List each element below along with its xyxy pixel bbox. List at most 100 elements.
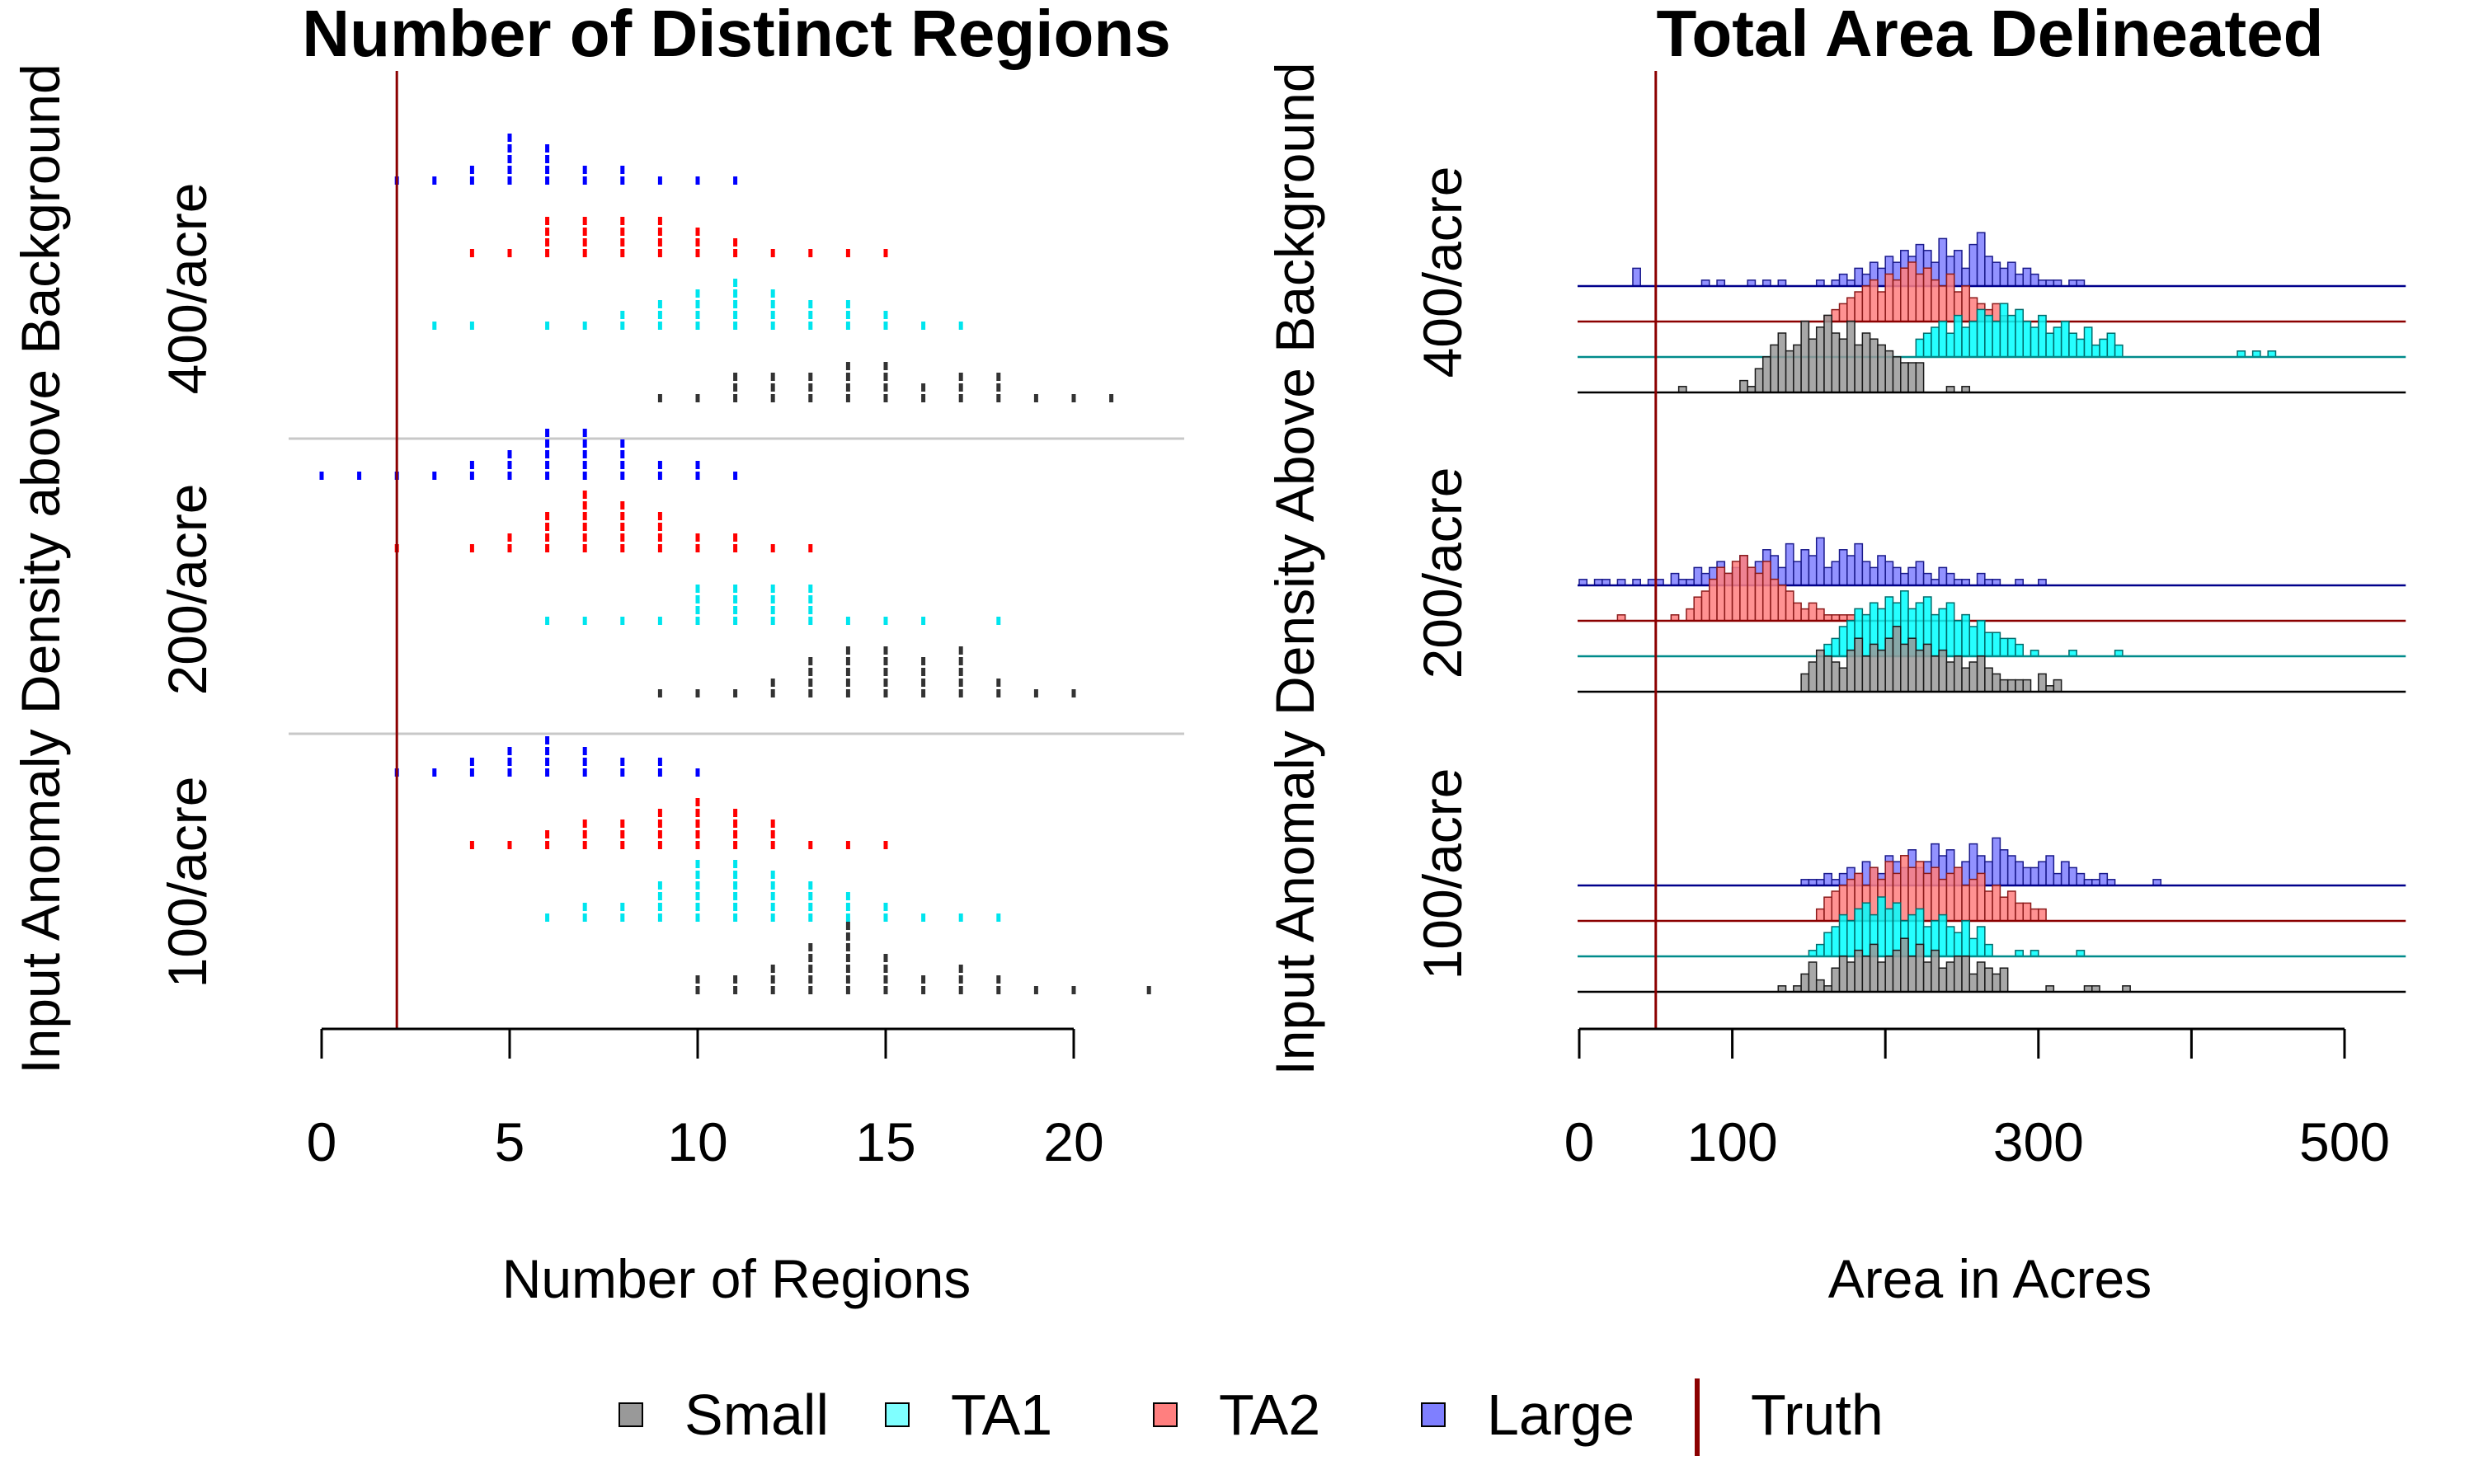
bar-ta2-400-6 <box>1869 279 1879 322</box>
dot-large-400-x7-1 <box>582 166 587 174</box>
dot-large-200-x8-2 <box>620 450 625 458</box>
bar-ta2-400-14 <box>1931 279 1940 322</box>
bar-ta1-400-23 <box>2091 344 2100 358</box>
bar-small-400-19 <box>1823 314 1832 393</box>
dot-ta1-100-x11-5 <box>733 860 738 868</box>
bar-small-200-25 <box>1992 673 2001 693</box>
dot-ta2-400-x8-0 <box>620 249 625 257</box>
bar-ta1-100-11 <box>1892 902 1902 957</box>
bar-ta1-400-9 <box>1984 314 1993 358</box>
dot-small-200-x16-0 <box>921 689 926 697</box>
dot-ta2-400-x6-2 <box>545 228 550 236</box>
bar-ta2-400-19 <box>1968 297 1978 322</box>
bar-large-100-36 <box>2076 872 2086 886</box>
dot-ta2-100-x12-0 <box>770 841 775 849</box>
bar-small-400-14 <box>1785 350 1794 393</box>
dot-small-200-x18-0 <box>996 689 1001 697</box>
dot-ta1-100-x12-0 <box>770 913 775 922</box>
dot-ta1-400-x10-1 <box>695 311 700 319</box>
dot-ta1-200-x8-0 <box>620 617 625 625</box>
dot-small-100-x20-0 <box>1071 986 1076 994</box>
right-group-label-100: 100/acre <box>1412 768 1473 980</box>
dot-small-200-x12-1 <box>770 679 775 687</box>
bar-small-400-12 <box>1770 344 1780 393</box>
bar-ta1-400-7 <box>1968 321 1978 358</box>
bar-ta1-200-19 <box>1968 626 1978 657</box>
bar-large-400-51 <box>2022 267 2032 287</box>
dot-small-100-x14-2 <box>845 965 850 973</box>
bar-ta2-400-9 <box>1892 279 1902 322</box>
dot-ta1-100-x15-1 <box>883 903 888 911</box>
bar-small-100-12 <box>1869 943 1879 993</box>
dot-small-400-x19-0 <box>1033 394 1038 402</box>
dot-small-400-x14-3 <box>845 362 850 370</box>
dot-ta1-100-x16-0 <box>921 913 926 922</box>
dot-small-200-x15-0 <box>883 689 888 697</box>
dot-small-100-x13-0 <box>808 986 813 994</box>
dot-large-400-x5-0 <box>507 176 512 185</box>
bar-small-100-25 <box>1968 973 1978 993</box>
dot-small-100-x11-0 <box>733 986 738 994</box>
dot-small-100-x13-2 <box>808 965 813 973</box>
dot-ta1-400-x14-2 <box>845 300 850 308</box>
dot-large-400-x5-2 <box>507 155 512 163</box>
bar-ta1-100-6 <box>1854 908 1864 957</box>
legend-label-small: Small <box>684 1383 829 1447</box>
bar-ta2-100-27 <box>2022 902 2032 922</box>
dot-ta1-100-x15-0 <box>883 913 888 922</box>
left-y-axis-title: Input Anomaly Density above Background <box>10 63 71 1073</box>
dot-ta2-100-x6-1 <box>545 830 550 838</box>
left-panel: Number of Distinct Regions Input Anomaly… <box>10 0 1184 1309</box>
bar-small-400-10 <box>1754 368 1764 393</box>
dot-ta1-100-x13-3 <box>808 881 813 890</box>
dot-large-100-x9-0 <box>657 768 662 777</box>
dot-large-200-x7-3 <box>582 439 587 448</box>
dot-ta1-200-x13-1 <box>808 606 813 614</box>
dot-small-200-x14-0 <box>845 689 850 697</box>
dot-small-200-x12-0 <box>770 689 775 697</box>
dot-ta2-400-x12-0 <box>770 249 775 257</box>
right-x-tick-label-0: 0 <box>1564 1111 1595 1172</box>
bar-ta1-400-20 <box>2068 332 2077 358</box>
bar-ta2-400-7 <box>1877 291 1886 322</box>
bar-large-100-25 <box>1992 837 2001 886</box>
bar-small-400-28 <box>1892 356 1902 393</box>
bar-small-100-26 <box>1976 961 1986 993</box>
dot-ta2-200-x5-0 <box>507 544 512 552</box>
legend-label-large: Large <box>1487 1383 1634 1447</box>
dot-small-200-x13-3 <box>808 657 813 665</box>
dot-ta1-100-x8-1 <box>620 903 625 911</box>
bar-large-100-26 <box>1999 849 2009 886</box>
bar-ta2-100-2 <box>1831 890 1841 922</box>
dot-large-400-x6-3 <box>545 144 550 153</box>
dot-ta2-100-x10-2 <box>695 819 700 828</box>
dot-ta1-200-x10-3 <box>695 585 700 593</box>
dot-small-200-x18-1 <box>996 679 1001 687</box>
dot-ta1-200-x13-0 <box>808 617 813 625</box>
dot-large-200-x7-1 <box>582 461 587 469</box>
dot-ta2-100-x10-0 <box>695 841 700 849</box>
bar-small-200-1 <box>1808 661 1818 693</box>
bar-ta1-100-21 <box>1968 937 1978 957</box>
bar-ta2-100-29 <box>2038 908 2047 922</box>
dot-ta2-200-x6-3 <box>545 512 550 520</box>
bar-large-200-37 <box>1861 561 1871 586</box>
dot-ta1-100-x11-3 <box>733 881 738 890</box>
dot-ta1-400-x6-0 <box>545 322 550 330</box>
bar-ta2-200-9 <box>1686 608 1695 622</box>
bar-large-400-29 <box>1854 267 1864 287</box>
bar-ta2-100-26 <box>2015 902 2024 922</box>
bar-large-200-45 <box>1922 572 1932 586</box>
bar-large-200-44 <box>1915 561 1925 586</box>
bar-small-400-16 <box>1800 320 1810 393</box>
dot-large-100-x4-1 <box>469 758 474 766</box>
dot-ta1-100-x11-1 <box>733 903 738 911</box>
bar-small-200-31 <box>2038 673 2047 693</box>
bar-ta1-100-9 <box>1877 896 1886 957</box>
dot-ta2-100-x14-0 <box>845 841 850 849</box>
dot-large-400-x6-2 <box>545 155 550 163</box>
dot-ta1-400-x8-1 <box>620 311 625 319</box>
dot-small-400-x16-1 <box>921 383 926 392</box>
bar-small-400-23 <box>1854 344 1864 393</box>
